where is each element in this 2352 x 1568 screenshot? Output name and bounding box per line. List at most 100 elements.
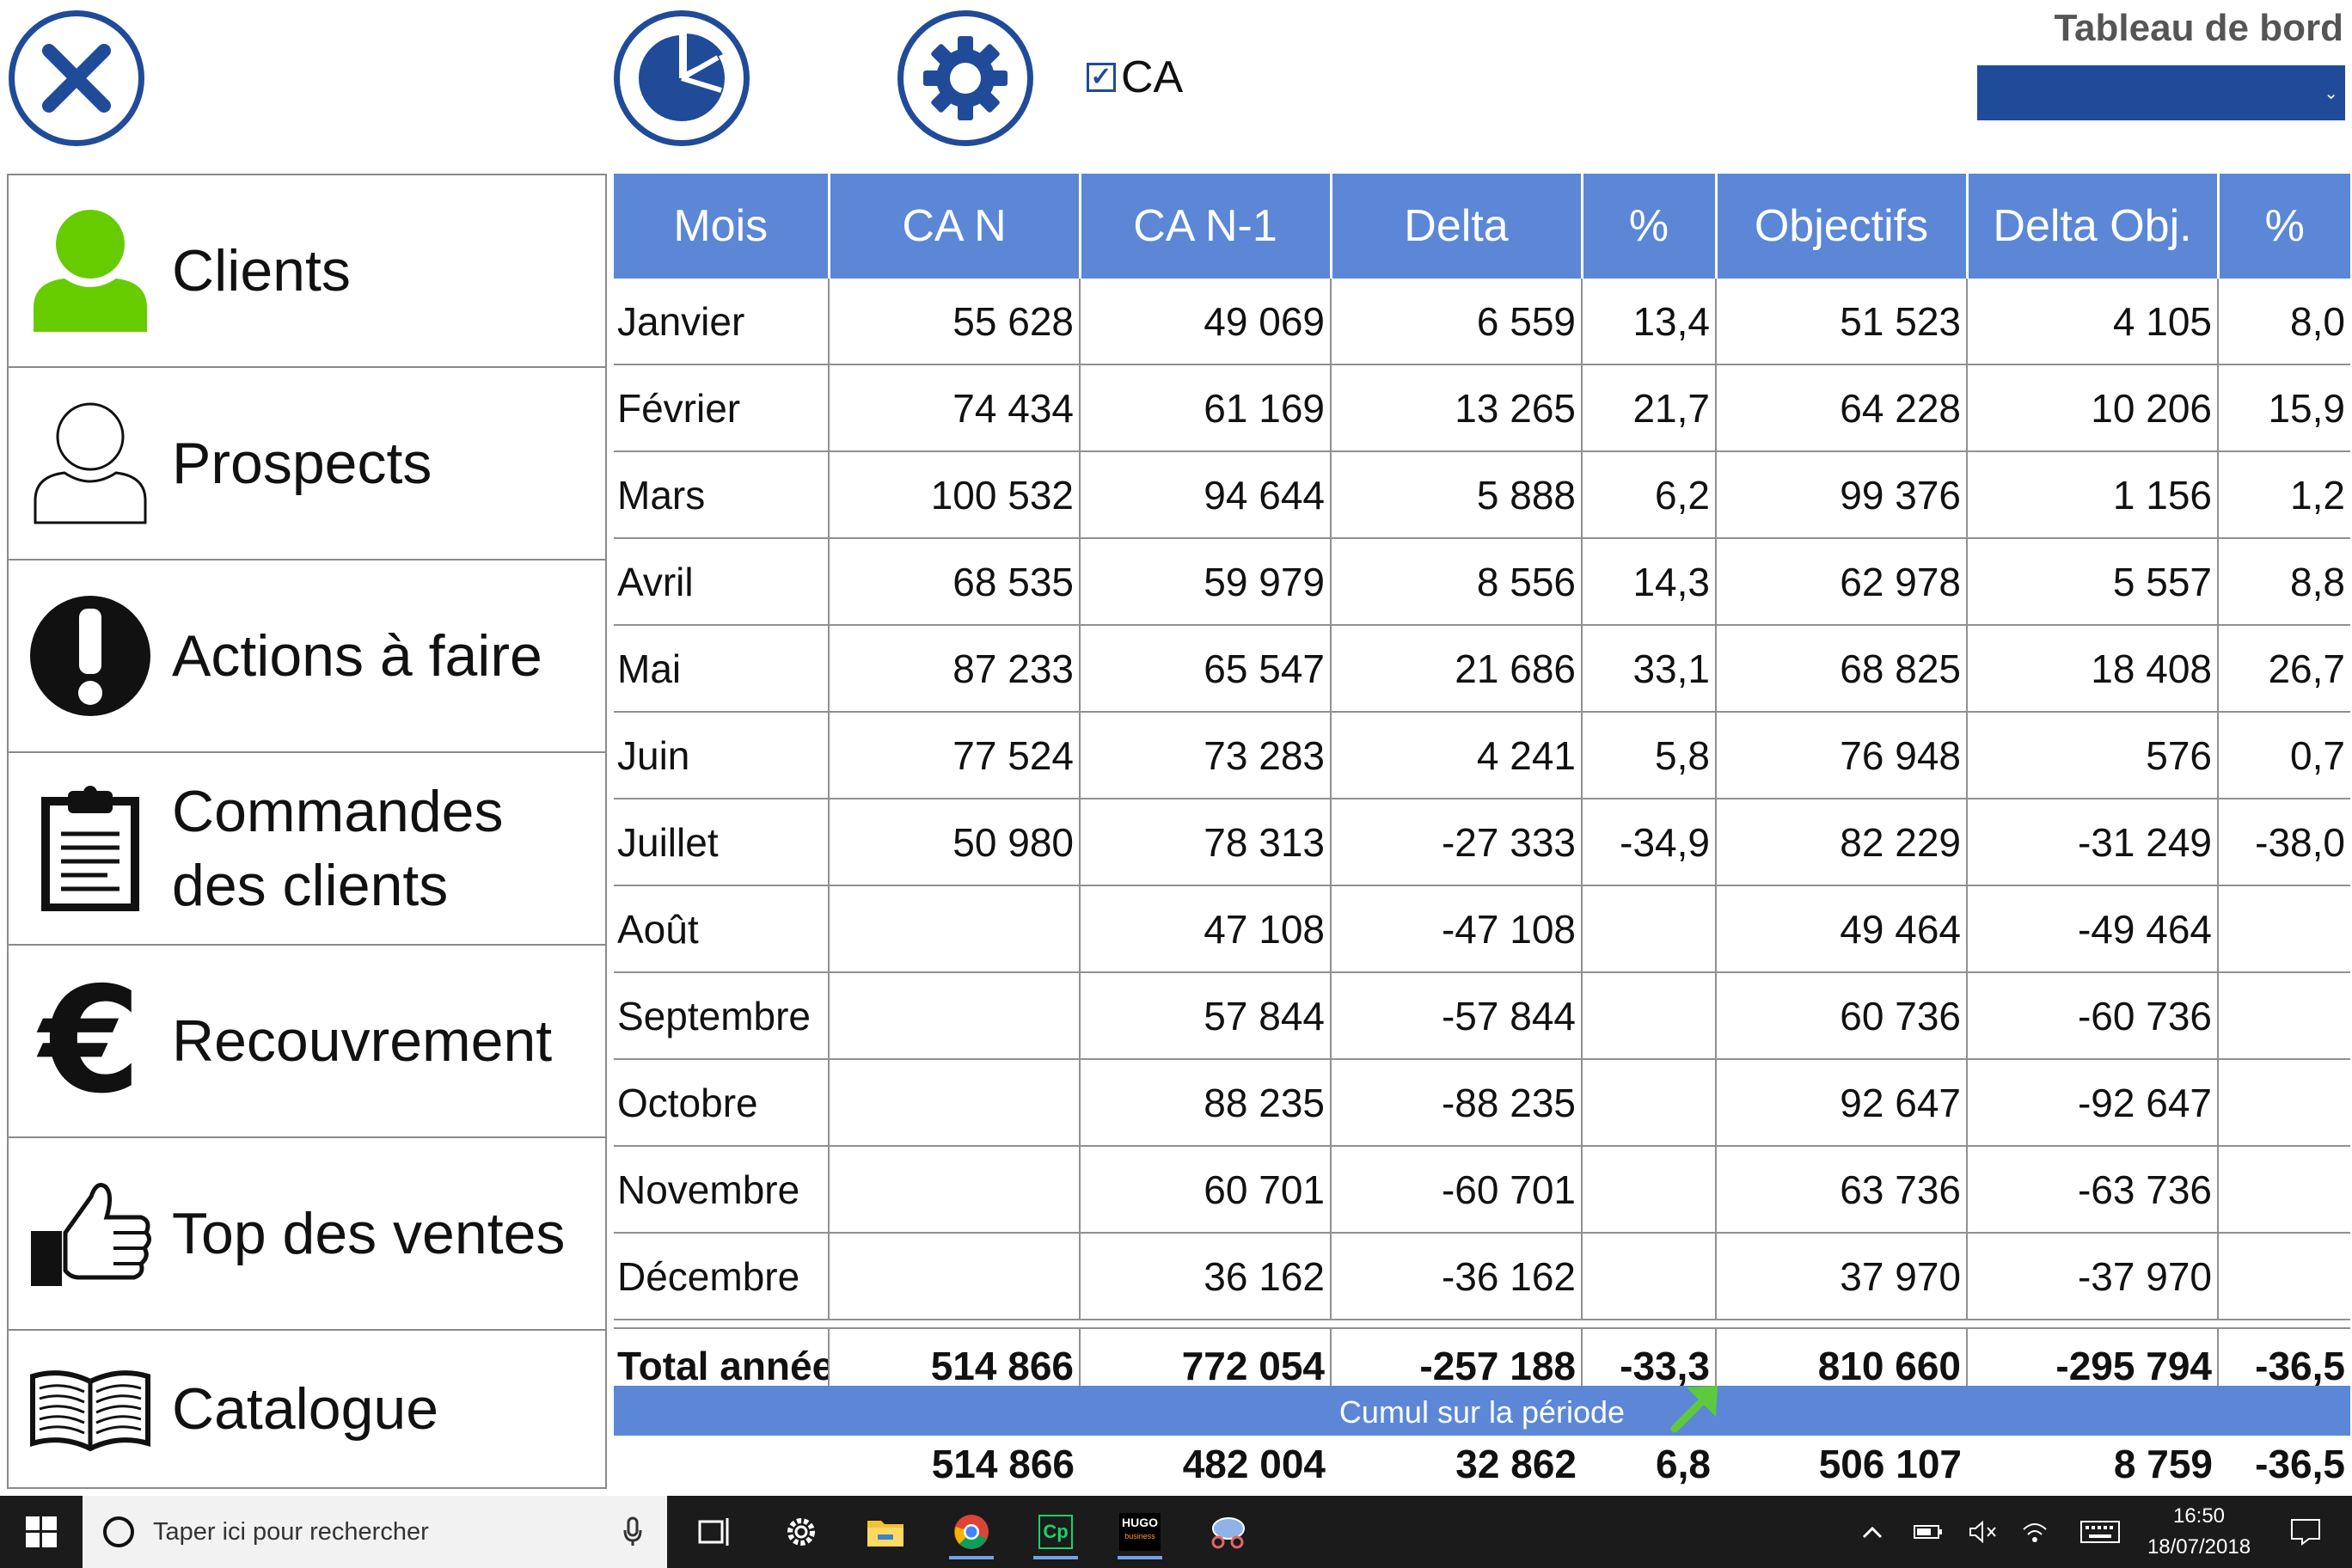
cell-delta-obj: -31 249 — [1967, 799, 2219, 886]
windows-taskbar: Taper ici pour rechercher Cp HUGO busine… — [0, 1496, 2352, 1568]
table-row[interactable]: Décembre 36 162 -36 162 37 970 -37 970 — [614, 1233, 2350, 1320]
settings-gear-icon[interactable] — [774, 1504, 829, 1559]
keyboard-icon[interactable] — [2077, 1496, 2123, 1568]
battery-icon[interactable] — [1910, 1496, 1946, 1568]
notifications-icon[interactable] — [2280, 1496, 2331, 1568]
cell-delta: 13 265 — [1331, 364, 1583, 452]
sidebar-item-prospects[interactable]: Prospects — [9, 368, 605, 560]
cell-delta-obj: 5 557 — [1967, 538, 2219, 626]
column-header-delta-obj[interactable]: Delta Obj. — [1967, 174, 2220, 279]
total-percent-obj: -36,5 — [2255, 1344, 2345, 1388]
ca-checkbox[interactable]: ✓ — [1087, 63, 1116, 92]
table-row[interactable]: Juin 77 524 73 283 4 241 5,8 76 948 576 0,7 — [614, 712, 2350, 799]
cell-ca-n-1: 88 235 — [1080, 1059, 1332, 1147]
sidebar-item-commandes[interactable]: Commandes des clients — [9, 753, 605, 946]
cell-ca-n-1: 73 283 — [1080, 712, 1332, 799]
taskbar-search[interactable]: Taper ici pour rechercher — [83, 1496, 667, 1568]
column-header-objectifs[interactable]: Objectifs — [1716, 174, 1969, 279]
sidebar-item-actions[interactable]: Actions à faire — [9, 560, 605, 753]
taskbar-clock[interactable]: 16:50 18/07/2018 — [2130, 1501, 2268, 1563]
cell-percent-obj — [2218, 1146, 2350, 1234]
ca-filter[interactable]: ✓ CA — [1087, 52, 1183, 103]
table-row[interactable]: Novembre 60 701 -60 701 63 736 -63 736 — [614, 1146, 2350, 1234]
cumul-percent: 6,8 — [1656, 1442, 1711, 1486]
sidebar-item-recouvrement[interactable]: € Recouvrement — [9, 946, 605, 1138]
task-view-icon[interactable] — [688, 1504, 743, 1559]
cell-mois: Février — [614, 364, 830, 452]
cell-ca-n-1: 65 547 — [1080, 625, 1332, 713]
cell-mois: Avril — [614, 538, 830, 626]
file-explorer-icon[interactable] — [858, 1504, 913, 1559]
wifi-icon[interactable] — [2017, 1496, 2053, 1568]
cell-ca-n: 74 434 — [829, 364, 1081, 452]
cell-percent-obj: 15,9 — [2218, 364, 2350, 452]
cell-percent — [1582, 1146, 1717, 1234]
cell-percent-obj — [2218, 885, 2350, 973]
table-row[interactable]: Août 47 108 -47 108 49 464 -49 464 — [614, 885, 2350, 973]
table-row[interactable]: Avril 68 535 59 979 8 556 14,3 62 978 5 557 8,8 — [614, 538, 2350, 626]
table-row[interactable]: Février 74 434 61 169 13 265 21,7 64 228 10 20… — [614, 364, 2350, 452]
cell-objectifs: 82 229 — [1716, 799, 1968, 886]
dashboard-select[interactable]: ⌄ — [1977, 65, 2345, 120]
active-indicator — [949, 1556, 994, 1559]
table-row[interactable]: Janvier 55 628 49 069 6 559 13,4 51 523 4 105 8… — [614, 279, 2350, 365]
column-header-percent[interactable]: % — [1582, 174, 1718, 279]
cumul-objectifs: 506 107 — [1818, 1442, 1962, 1486]
sidebar-item-catalogue[interactable]: Catalogue — [9, 1331, 605, 1487]
cortana-circle-icon — [103, 1516, 134, 1547]
cell-delta: 4 241 — [1331, 712, 1583, 799]
sidebar-item-top-ventes[interactable]: Top des ventes — [9, 1138, 605, 1331]
cell-mois: Août — [614, 885, 830, 973]
table-row[interactable]: Juillet 50 980 78 313 -27 333 -34,9 82 229 -31… — [614, 799, 2350, 886]
table-row[interactable]: Mars 100 532 94 644 5 888 6,2 99 376 1 156 1,2 — [614, 451, 2350, 539]
close-button[interactable] — [9, 10, 144, 146]
start-button[interactable] — [0, 1496, 83, 1568]
cell-ca-n-1: 57 844 — [1080, 972, 1332, 1060]
chrome-icon[interactable] — [944, 1504, 999, 1559]
column-header-percent-obj[interactable]: % — [2218, 174, 2350, 279]
book-icon — [9, 1331, 172, 1487]
cell-percent — [1582, 885, 1717, 973]
arrow-up-right-icon — [1670, 1386, 1718, 1433]
cell-percent-obj: -38,0 — [2218, 799, 2350, 886]
cell-ca-n: 68 535 — [829, 538, 1081, 626]
cell-mois: Décembre — [614, 1233, 830, 1320]
cell-mois: Novembre — [614, 1146, 830, 1234]
cell-objectifs: 63 736 — [1716, 1146, 1968, 1234]
chevron-up-icon[interactable] — [1855, 1496, 1890, 1568]
table-row[interactable]: Octobre 88 235 -88 235 92 647 -92 647 — [614, 1059, 2350, 1147]
cell-percent: -34,9 — [1582, 799, 1717, 886]
sidebar-item-clients[interactable]: Clients — [9, 175, 605, 368]
hugo-business-icon[interactable]: HUGO business — [1112, 1504, 1167, 1559]
snipping-tool-icon[interactable] — [1200, 1504, 1255, 1559]
cell-objectifs: 37 970 — [1716, 1233, 1968, 1320]
cell-delta: 21 686 — [1331, 625, 1583, 713]
windows-logo-icon — [26, 1516, 57, 1547]
cell-delta-obj: -37 970 — [1967, 1233, 2219, 1320]
column-header-ca-n[interactable]: CA N — [829, 174, 1081, 279]
cell-objectifs: 68 825 — [1716, 625, 1968, 713]
sidebar: Clients Prospects Actions à faire — [7, 174, 607, 1489]
microphone-icon[interactable] — [622, 1516, 643, 1547]
cp-app-icon[interactable]: Cp — [1028, 1504, 1083, 1559]
cell-delta: -47 108 — [1331, 885, 1583, 973]
cell-percent — [1582, 1059, 1717, 1147]
volume-muted-icon[interactable] — [1965, 1496, 2001, 1568]
cell-percent — [1582, 972, 1717, 1060]
column-header-ca-n-1[interactable]: CA N-1 — [1080, 174, 1332, 279]
chart-button[interactable] — [614, 10, 750, 146]
cell-percent: 14,3 — [1582, 538, 1717, 626]
table-row[interactable]: Septembre 57 844 -57 844 60 736 -60 736 — [614, 972, 2350, 1060]
cell-mois: Juillet — [614, 799, 830, 886]
column-header-mois[interactable]: Mois — [614, 174, 830, 279]
cell-mois: Mai — [614, 625, 830, 713]
cell-objectifs: 99 376 — [1716, 451, 1968, 539]
cell-mois: Septembre — [614, 972, 830, 1060]
cell-delta-obj: -60 736 — [1967, 972, 2219, 1060]
column-header-delta[interactable]: Delta — [1331, 174, 1583, 279]
cell-delta: -27 333 — [1331, 799, 1583, 886]
cell-mois: Janvier — [614, 279, 830, 365]
table-row[interactable]: Mai 87 233 65 547 21 686 33,1 68 825 18 408 26,… — [614, 625, 2350, 713]
settings-button[interactable] — [897, 10, 1033, 146]
clock-time: 16:50 — [2172, 1504, 2226, 1528]
